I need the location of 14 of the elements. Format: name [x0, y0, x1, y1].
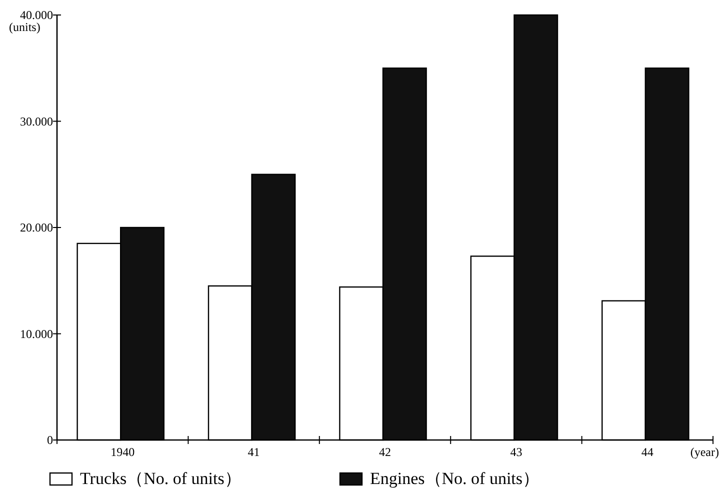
y-tick-label: 0 [47, 433, 53, 448]
x-tick-label: 43 [510, 445, 522, 459]
x-axis-title: (year) [690, 445, 720, 459]
y-tick-label: 10.000 [20, 326, 53, 341]
x-tick-label: 44 [641, 445, 654, 459]
legend-label: Trucks（No. of units） [80, 469, 242, 488]
y-tick-label: 20.000 [20, 220, 53, 235]
legend-label: Engines（No. of units） [370, 469, 540, 488]
x-tick-label: 1940 [110, 445, 135, 459]
y-axis-title: (units) [9, 20, 40, 34]
y-tick-label: 40.000 [20, 8, 53, 22]
y-tick-label: 30.000 [20, 114, 53, 128]
x-tick-label: 42 [379, 445, 391, 459]
x-tick-label: 41 [248, 445, 260, 459]
